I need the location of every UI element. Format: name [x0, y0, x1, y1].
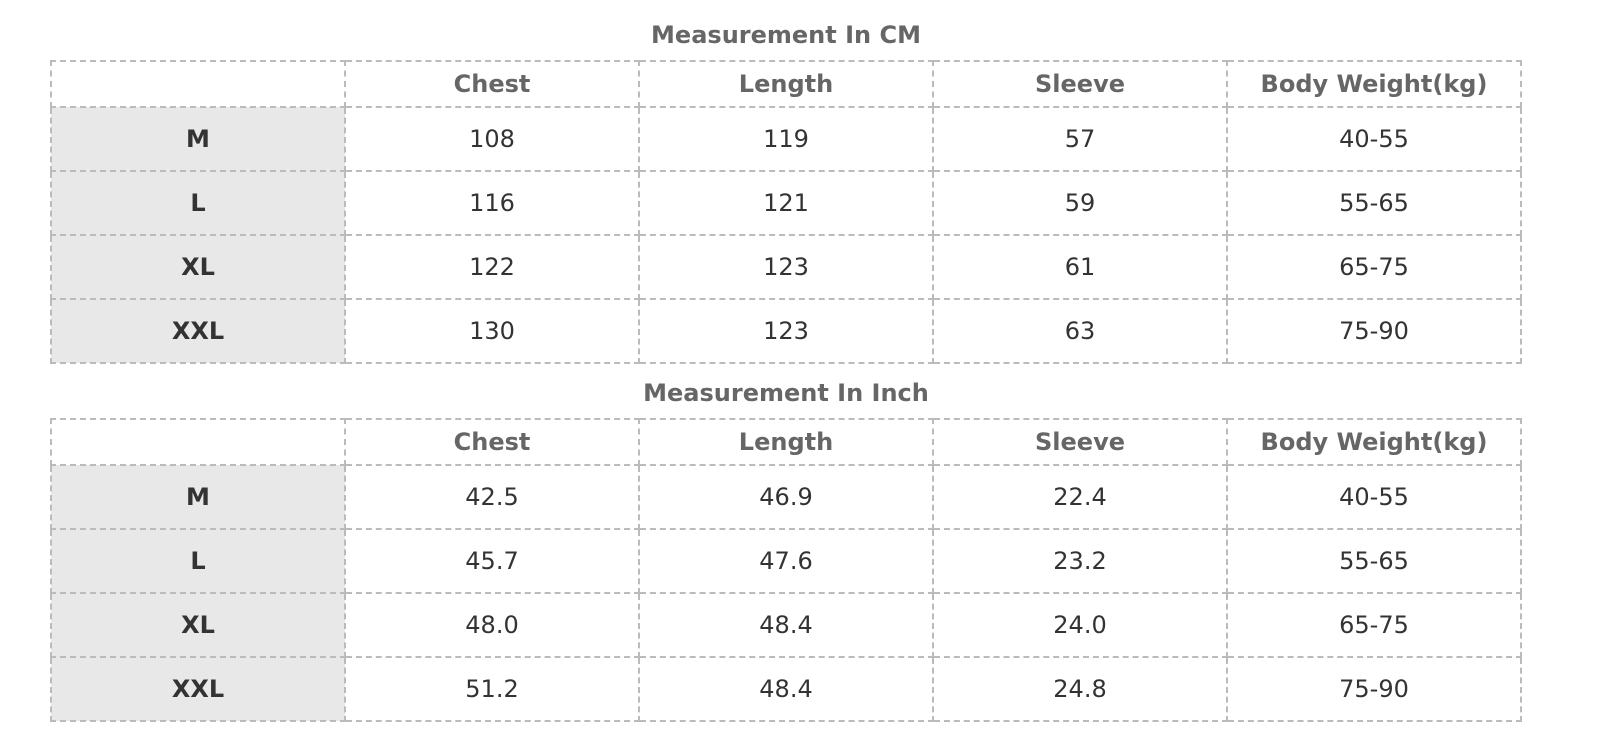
cell: 130 — [344, 298, 640, 364]
table-row: XXL 51.2 48.4 24.8 75-90 — [50, 656, 1522, 722]
column-header: Sleeve — [932, 418, 1228, 466]
cell: 65-75 — [1226, 234, 1522, 300]
cell: 24.8 — [932, 656, 1228, 722]
table-row: L 116 121 59 55-65 — [50, 170, 1522, 236]
cell: 55-65 — [1226, 170, 1522, 236]
header-row: Chest Length Sleeve Body Weight(kg) — [50, 418, 1522, 466]
size-label: M — [50, 464, 346, 530]
table-row: M 42.5 46.9 22.4 40-55 — [50, 464, 1522, 530]
size-label: XL — [50, 234, 346, 300]
column-header: Body Weight(kg) — [1226, 418, 1522, 466]
column-header: Chest — [344, 60, 640, 108]
table-title: Measurement In CM — [651, 21, 921, 49]
size-label: XXL — [50, 298, 346, 364]
table-row: M 108 119 57 40-55 — [50, 106, 1522, 172]
column-header: Body Weight(kg) — [1226, 60, 1522, 108]
cell: 47.6 — [638, 528, 934, 594]
cell: 51.2 — [344, 656, 640, 722]
cell: 123 — [638, 298, 934, 364]
size-table: Chest Length Sleeve Body Weight(kg) M 108 119 5… — [50, 60, 1522, 364]
size-label: M — [50, 106, 346, 172]
cell: 116 — [344, 170, 640, 236]
size-label: XXL — [50, 656, 346, 722]
column-header: Length — [638, 418, 934, 466]
size-label: XL — [50, 592, 346, 658]
cell: 55-65 — [1226, 528, 1522, 594]
cell: 108 — [344, 106, 640, 172]
cell: 123 — [638, 234, 934, 300]
table-section: Measurement In Inch Chest Length Sleeve Body… — [50, 368, 1522, 722]
cell: 22.4 — [932, 464, 1228, 530]
cell: 119 — [638, 106, 934, 172]
column-header: Sleeve — [932, 60, 1228, 108]
table-section: Measurement In CM Chest Length Sleeve Body W… — [50, 10, 1522, 364]
size-table: Chest Length Sleeve Body Weight(kg) M 42.5 46.… — [50, 418, 1522, 722]
size-label: L — [50, 528, 346, 594]
cell: 24.0 — [932, 592, 1228, 658]
column-header: Length — [638, 60, 934, 108]
cell: 121 — [638, 170, 934, 236]
cell: 57 — [932, 106, 1228, 172]
cell: 23.2 — [932, 528, 1228, 594]
cell: 65-75 — [1226, 592, 1522, 658]
corner-cell — [50, 418, 346, 466]
table-row: L 45.7 47.6 23.2 55-65 — [50, 528, 1522, 594]
cell: 40-55 — [1226, 464, 1522, 530]
column-header: Chest — [344, 418, 640, 466]
cell: 48.4 — [638, 592, 934, 658]
corner-cell — [50, 60, 346, 108]
cell: 48.0 — [344, 592, 640, 658]
cell: 75-90 — [1226, 656, 1522, 722]
cell: 42.5 — [344, 464, 640, 530]
table-row: XL 122 123 61 65-75 — [50, 234, 1522, 300]
size-label: L — [50, 170, 346, 236]
cell: 48.4 — [638, 656, 934, 722]
cell: 75-90 — [1226, 298, 1522, 364]
cell: 122 — [344, 234, 640, 300]
cell: 46.9 — [638, 464, 934, 530]
cell: 63 — [932, 298, 1228, 364]
table-title: Measurement In Inch — [643, 379, 929, 407]
table-row: XL 48.0 48.4 24.0 65-75 — [50, 592, 1522, 658]
cell: 40-55 — [1226, 106, 1522, 172]
table-row: XXL 130 123 63 75-90 — [50, 298, 1522, 364]
cell: 45.7 — [344, 528, 640, 594]
header-row: Chest Length Sleeve Body Weight(kg) — [50, 60, 1522, 108]
cell: 61 — [932, 234, 1228, 300]
cell: 59 — [932, 170, 1228, 236]
